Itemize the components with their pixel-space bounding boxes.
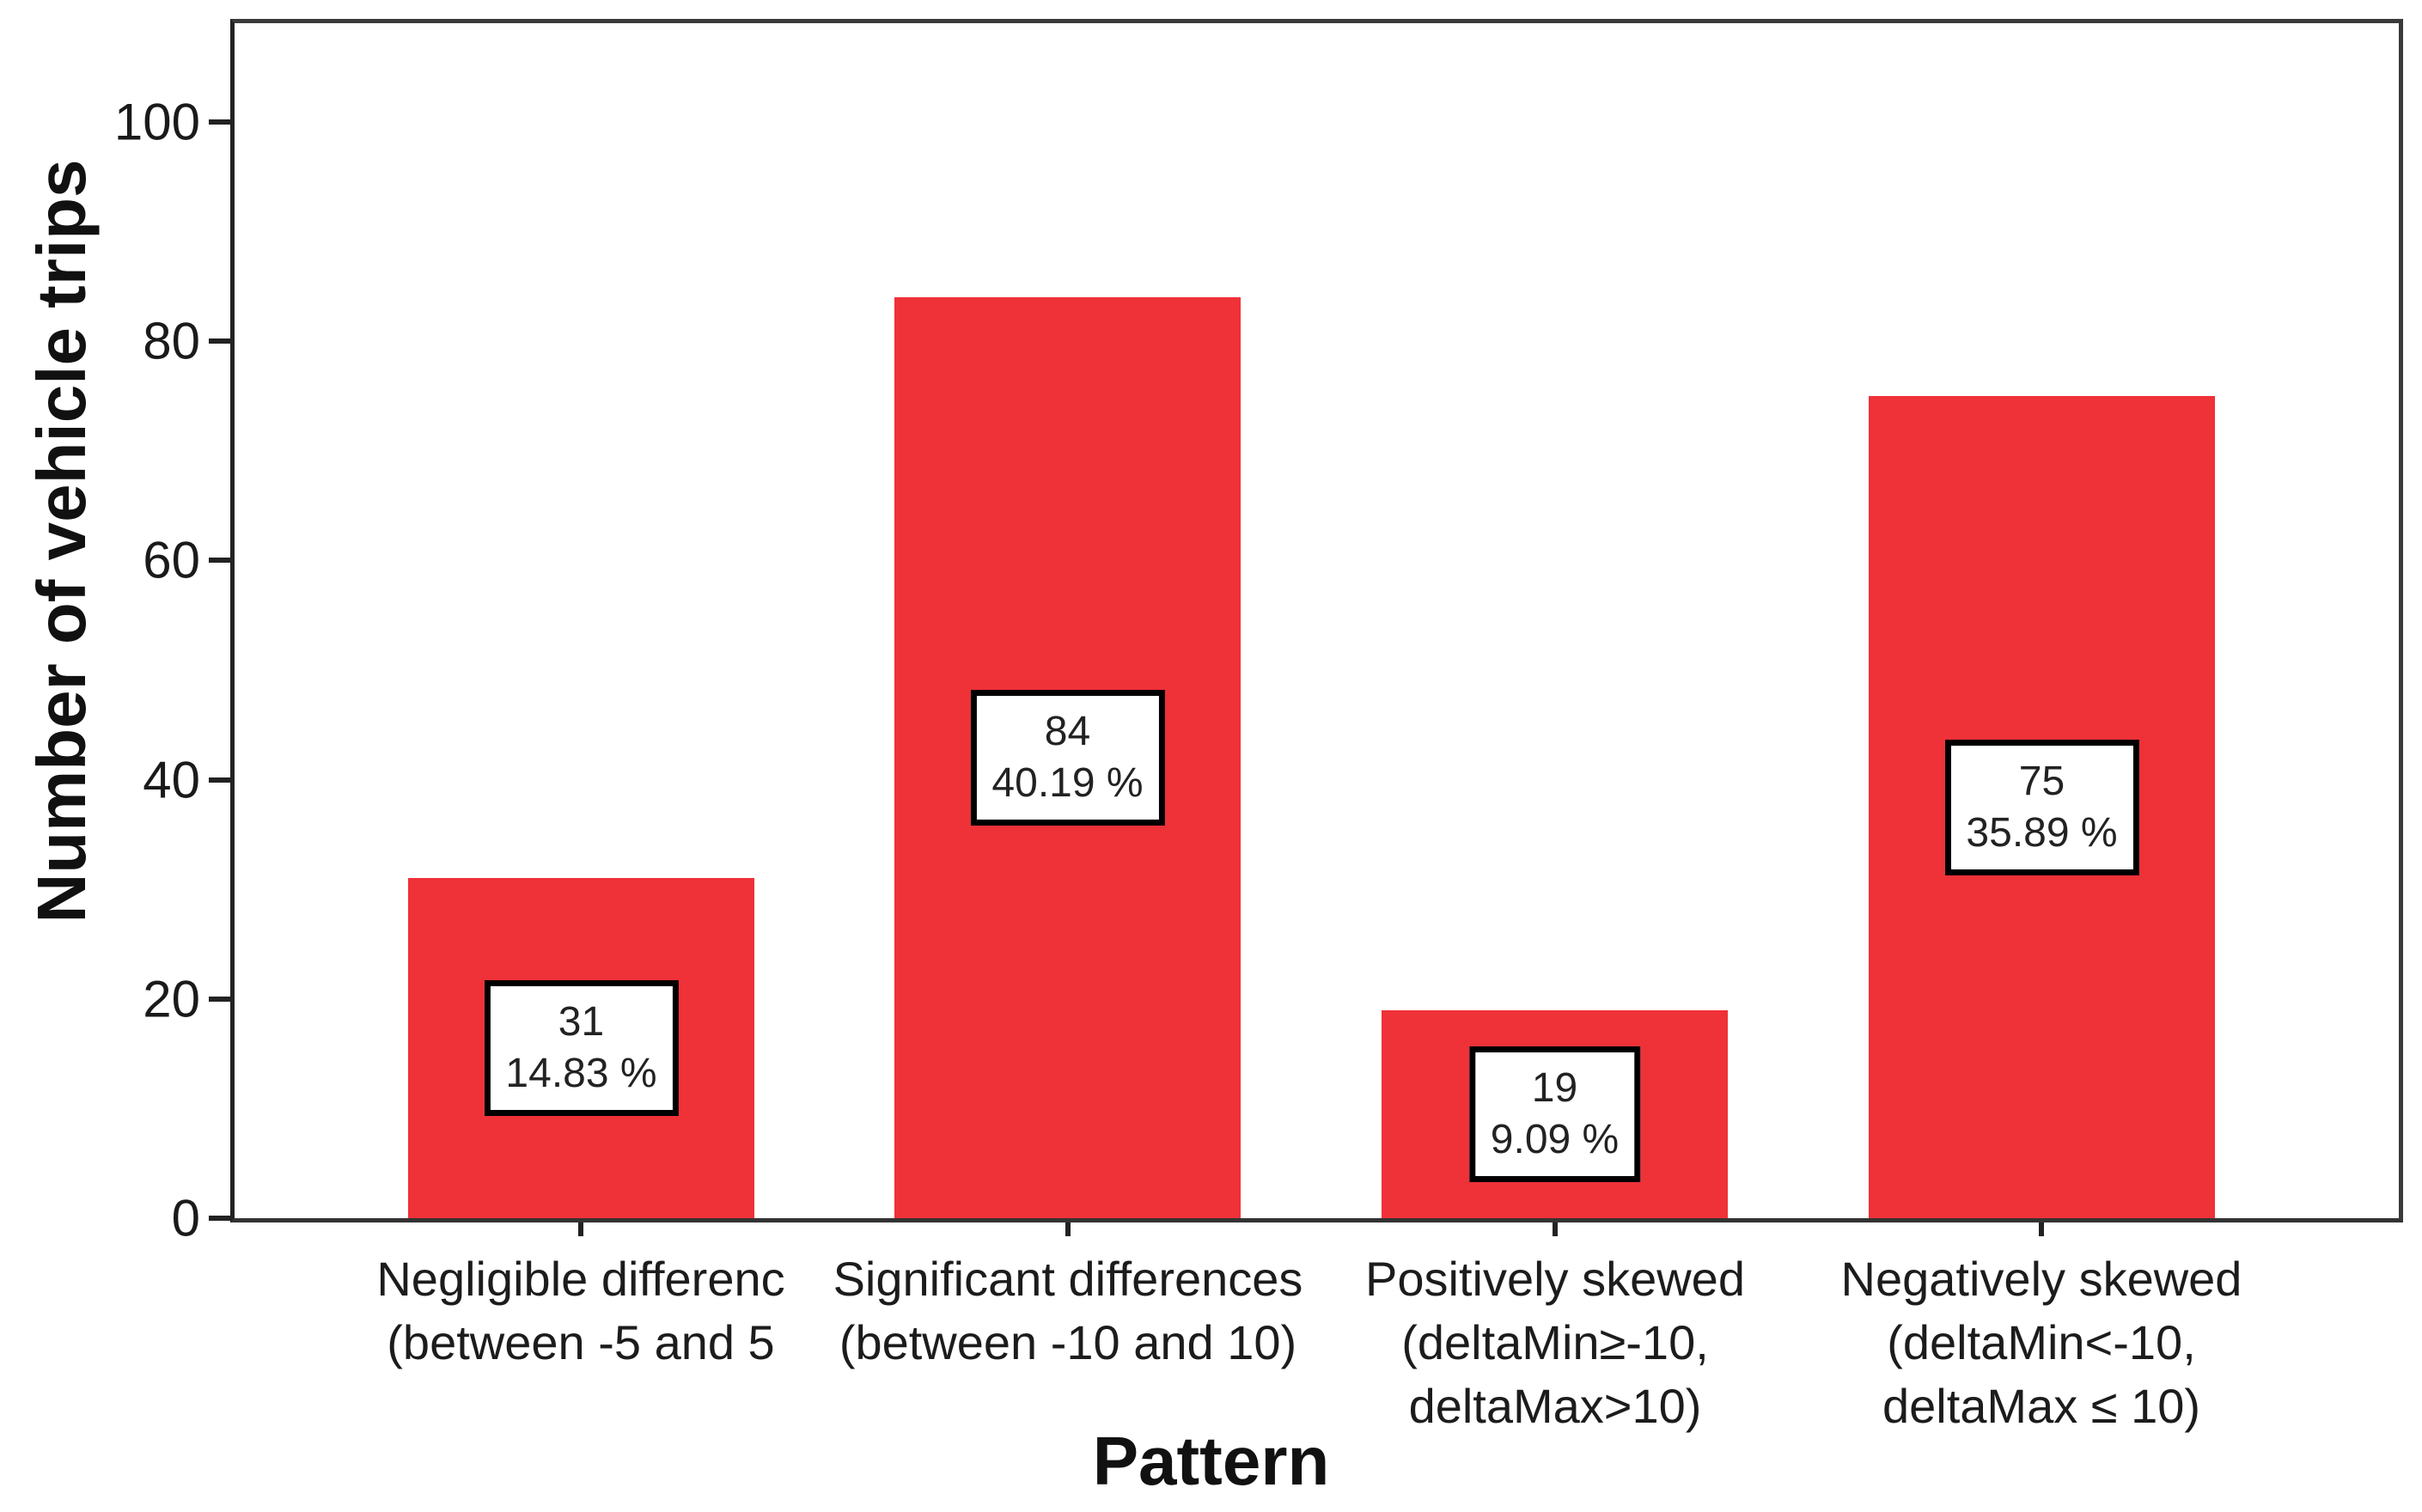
bar: 84 40.19 % — [894, 297, 1241, 1218]
bar: 31 14.83 % — [408, 878, 754, 1218]
x-category-label: Negligible differenc (between -5 and 5 — [280, 1247, 882, 1375]
y-tick-mark — [209, 558, 230, 564]
x-category-label-line: Negatively skewed — [1840, 1252, 2242, 1306]
y-tick-label: 40 — [143, 751, 200, 809]
x-tick-mark — [578, 1222, 583, 1236]
x-category-label-line: (between -5 and 5 — [387, 1314, 775, 1369]
y-tick-label: 0 — [171, 1189, 200, 1247]
x-category-label-line: Significant differences — [833, 1252, 1303, 1306]
x-category-label: Positively skewed (deltaMin≥-10, deltaMax>… — [1254, 1247, 1856, 1438]
bar-count-label: 84 — [1044, 709, 1091, 754]
bar-value-box: 31 14.83 % — [484, 980, 679, 1116]
bar-value-box: 84 40.19 % — [970, 690, 1165, 826]
y-tick-mark — [209, 338, 230, 344]
bar-percent-label: 14.83 % — [505, 1051, 657, 1096]
y-tick-label: 100 — [113, 93, 200, 151]
bar: 75 35.89 % — [1869, 396, 2215, 1218]
x-category-label-line: (deltaMin≥-10, — [1401, 1314, 1709, 1369]
bar-count-label: 19 — [1531, 1065, 1578, 1111]
x-category-label: Significant differences (between -10 and … — [767, 1247, 1369, 1375]
y-tick-mark — [209, 119, 230, 125]
x-category-label-line: (deltaMin<-10, — [1887, 1314, 2196, 1369]
x-axis-title: Pattern — [1092, 1423, 1330, 1499]
x-category-label-line: (between -10 and 10) — [839, 1314, 1297, 1369]
plot-area: 0 20 40 60 80 100 31 14.83 % Negligible differen… — [114, 19, 2403, 1433]
y-tick-label: 20 — [143, 970, 200, 1028]
bar-percent-label: 35.89 % — [1966, 809, 2118, 856]
x-category-label-line: deltaMax ≤ 10) — [1882, 1378, 2200, 1433]
x-category-label-line: Negligible differenc — [376, 1252, 785, 1306]
x-category-label: Negatively skewed (deltaMin<-10, deltaMax … — [1741, 1247, 2342, 1438]
bar-percent-label: 9.09 % — [1490, 1117, 1620, 1162]
x-tick-mark — [1065, 1222, 1071, 1236]
x-category-label-line: Positively skewed — [1365, 1252, 1745, 1306]
x-tick-mark — [2039, 1222, 2044, 1236]
x-category-label-line: deltaMax>10) — [1408, 1378, 1702, 1433]
bar-percent-label: 40.19 % — [991, 760, 1144, 806]
y-tick-label: 60 — [143, 531, 200, 589]
y-tick-mark — [209, 777, 230, 783]
bar-count-label: 31 — [558, 999, 605, 1045]
bar-count-label: 75 — [2018, 758, 2065, 804]
bar-value-box: 75 35.89 % — [1944, 739, 2139, 875]
x-tick-mark — [1553, 1222, 1558, 1236]
bar-value-box: 19 9.09 % — [1468, 1046, 1641, 1182]
y-tick-mark — [209, 996, 230, 1002]
y-tick-mark — [209, 1216, 230, 1221]
y-axis-title: Number of vehicle trips — [23, 159, 100, 924]
bar: 19 9.09 % — [1382, 1010, 1728, 1218]
y-tick-label: 80 — [143, 312, 200, 370]
